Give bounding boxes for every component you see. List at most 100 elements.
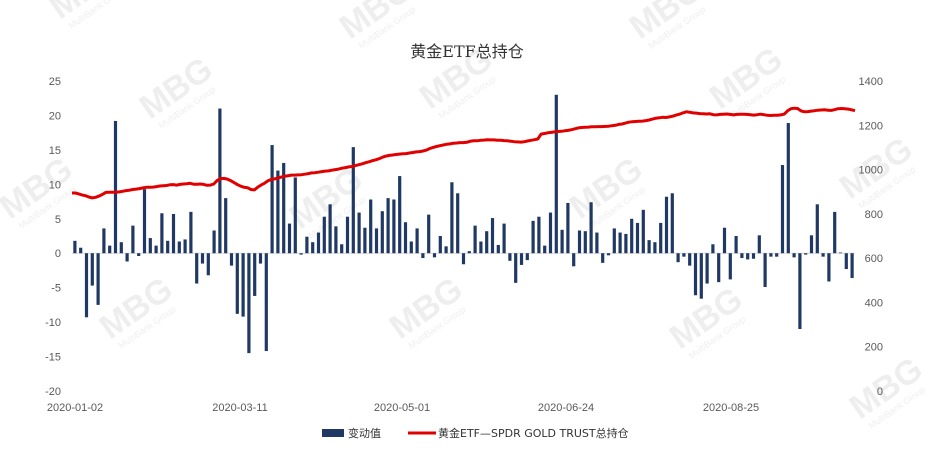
bar xyxy=(328,204,332,254)
bar xyxy=(212,230,216,254)
bar xyxy=(566,202,570,254)
bar xyxy=(809,235,814,254)
left-tick-label: -5 xyxy=(51,283,61,295)
bar xyxy=(148,238,152,254)
bar xyxy=(583,231,587,254)
right-tick-label: 1200 xyxy=(859,120,883,132)
bar xyxy=(160,213,164,254)
right-tick-label: 400 xyxy=(865,297,883,309)
bar xyxy=(699,253,703,299)
bar xyxy=(258,253,263,264)
bar xyxy=(241,253,245,317)
bar xyxy=(746,253,750,260)
bar xyxy=(183,239,187,254)
bar xyxy=(282,162,286,254)
bar xyxy=(589,202,593,254)
bar xyxy=(142,189,147,254)
bar xyxy=(769,253,773,257)
legend-swatch-bars xyxy=(322,429,344,437)
bar xyxy=(485,231,489,254)
bar xyxy=(514,253,518,283)
bar xyxy=(287,223,292,254)
bar xyxy=(351,147,355,254)
bar xyxy=(363,227,367,254)
bar xyxy=(792,253,796,258)
bar xyxy=(305,236,309,254)
bar xyxy=(844,253,848,270)
bar xyxy=(171,213,176,254)
bar xyxy=(850,253,854,279)
bar xyxy=(293,177,297,254)
bar xyxy=(166,240,170,254)
x-tick-label: 2020-06-24 xyxy=(538,402,594,414)
bar xyxy=(427,214,431,254)
bar xyxy=(525,253,529,261)
left-tick-label: 0 xyxy=(55,248,61,260)
bar xyxy=(659,222,663,254)
right-tick-label: 200 xyxy=(865,342,883,354)
left-tick-label: -20 xyxy=(45,386,61,398)
bar-series xyxy=(73,94,854,354)
bar xyxy=(676,253,680,263)
bar xyxy=(438,236,442,254)
bar xyxy=(711,244,715,254)
bar xyxy=(276,170,280,254)
left-axis: 25 20 15 10 5 0 -5 -10 -15 -20 xyxy=(45,76,61,398)
bar xyxy=(113,120,118,254)
bar xyxy=(479,241,483,254)
bar xyxy=(717,253,721,283)
bar xyxy=(543,245,547,254)
bar xyxy=(624,233,628,254)
bar xyxy=(456,193,460,254)
bar xyxy=(601,253,605,263)
bar xyxy=(833,211,837,254)
bar xyxy=(200,253,205,264)
bar xyxy=(548,212,553,254)
bar xyxy=(804,253,808,255)
bar xyxy=(299,253,303,255)
bar xyxy=(775,253,779,257)
bar xyxy=(235,253,239,314)
bar xyxy=(508,253,512,261)
left-tick-label: 10 xyxy=(49,179,61,191)
bar xyxy=(496,244,500,254)
bar xyxy=(357,212,361,254)
bar xyxy=(398,176,402,254)
bar xyxy=(502,223,506,254)
bar xyxy=(380,211,384,254)
bar xyxy=(195,253,199,284)
bar xyxy=(751,253,756,259)
bar xyxy=(612,228,616,254)
bar xyxy=(84,253,89,318)
bar xyxy=(102,228,106,254)
left-tick-label: 20 xyxy=(49,110,61,122)
bar xyxy=(154,245,158,254)
bar xyxy=(189,211,193,254)
bar xyxy=(682,253,686,257)
bar xyxy=(763,253,767,287)
x-tick-label: 2020-05-01 xyxy=(374,402,430,414)
bar xyxy=(253,253,257,296)
bar xyxy=(73,240,77,254)
bar xyxy=(519,253,524,265)
bar xyxy=(641,209,645,254)
bar xyxy=(108,245,112,254)
bar xyxy=(780,165,785,254)
bar xyxy=(838,252,843,254)
bar xyxy=(369,199,373,254)
bar xyxy=(670,193,674,254)
bar xyxy=(595,232,599,254)
bar xyxy=(316,232,321,254)
bar xyxy=(229,253,234,266)
bar xyxy=(264,253,268,352)
bar xyxy=(815,204,819,254)
x-axis: 2020-01-02 2020-03-11 2020-05-01 2020-06-24… xyxy=(47,402,759,414)
bar xyxy=(374,228,379,254)
